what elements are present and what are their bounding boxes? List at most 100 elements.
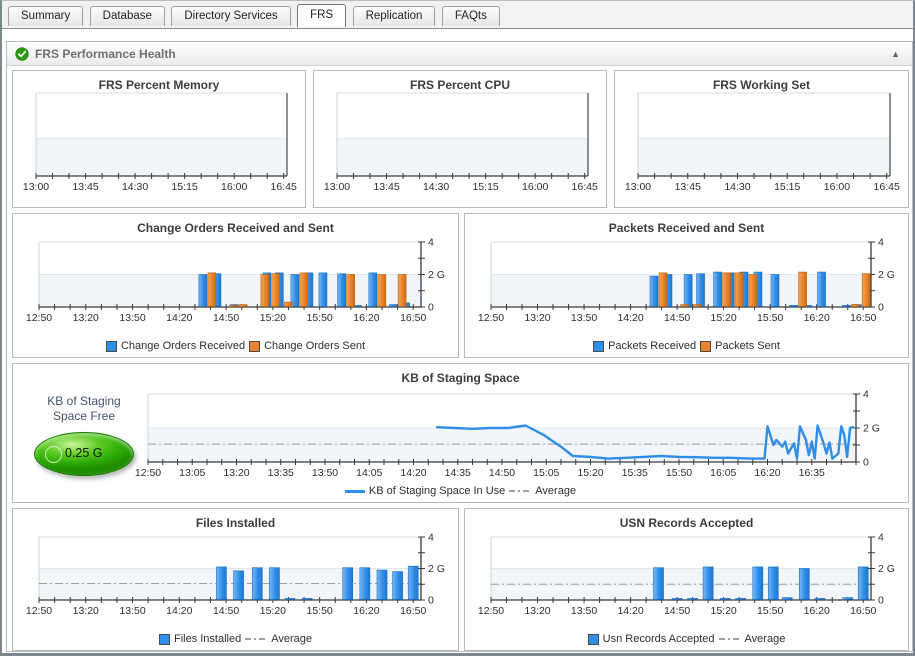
tab-replication[interactable]: Replication: [352, 6, 436, 26]
legend-swatch-box-icon: [700, 340, 712, 352]
chart-panel-staging-space: KB of Staging Space KB of Staging Space …: [12, 363, 909, 503]
svg-text:2 G: 2 G: [428, 269, 445, 281]
svg-text:16:20: 16:20: [353, 605, 379, 617]
svg-text:16:45: 16:45: [572, 181, 598, 193]
legend-item: Packets Received: [593, 340, 696, 352]
frs-performance-health-panel: FRS Performance Health ▲ FRS Percent Mem…: [6, 41, 913, 652]
usn-records-chart[interactable]: 12:50 13:20 13:50 14:20 14:50 15:20 15:50 16:20…: [465, 509, 908, 650]
svg-text:13:00: 13:00: [23, 181, 49, 193]
legend-item: Average: [718, 633, 785, 645]
svg-text:2 G: 2 G: [878, 563, 895, 575]
section-title: FRS Performance Health: [35, 46, 176, 61]
svg-text:13:00: 13:00: [324, 181, 350, 193]
svg-text:15:15: 15:15: [171, 181, 197, 193]
chart-title: Packets Received and Sent: [608, 221, 765, 235]
svg-text:16:05: 16:05: [710, 467, 736, 479]
legend-swatch-dashdot-icon: [245, 638, 268, 640]
legend-item: Average: [245, 633, 312, 645]
chart-panel-frs-working-set: FRS Working Set 13:00 13:45 14:30 15:15 16:0…: [614, 70, 909, 208]
chart-panel-packets: Packets Received and Sent 12:50 13:20 13:5…: [464, 213, 909, 358]
frs-percent-memory-chart[interactable]: 13:00 13:45 14:30 15:15 16:00 16:45: [13, 71, 305, 207]
svg-text:15:20: 15:20: [577, 467, 603, 479]
svg-text:14:50: 14:50: [664, 605, 690, 617]
legend-label: KB of Staging Space In Use: [368, 485, 506, 497]
svg-text:16:45: 16:45: [874, 181, 900, 193]
chart-legend: KB of Staging Space In Use Average: [13, 485, 908, 497]
legend-swatch-dashdot-icon: [718, 638, 741, 640]
svg-text:14:35: 14:35: [445, 467, 471, 479]
svg-text:15:50: 15:50: [307, 605, 333, 617]
legend-swatch-box-icon: [158, 633, 170, 645]
chart-title: KB of Staging Space: [401, 371, 520, 385]
svg-text:14:50: 14:50: [213, 312, 239, 324]
svg-text:13:50: 13:50: [312, 467, 338, 479]
chart-title: FRS Percent Memory: [98, 78, 220, 92]
gauge-label: KB of Staging Space Free: [47, 394, 121, 423]
svg-text:16:20: 16:20: [804, 312, 830, 324]
chart-title: Change Orders Received and Sent: [137, 221, 334, 235]
packets-chart[interactable]: 12:50 13:20 13:50 14:20 14:50 15:20 15:50 16:20…: [465, 214, 908, 357]
svg-text:13:20: 13:20: [223, 467, 249, 479]
svg-text:12:50: 12:50: [135, 467, 161, 479]
svg-text:2 G: 2 G: [428, 563, 445, 575]
legend-label: Average: [271, 633, 313, 645]
svg-text:12:50: 12:50: [478, 312, 504, 324]
legend-label: Usn Records Accepted: [602, 633, 715, 645]
svg-text:16:50: 16:50: [850, 312, 876, 324]
staging-space-free-gauge[interactable]: KB of Staging Space Free 0.25 G: [23, 394, 145, 476]
legend-swatch-box-icon: [249, 340, 261, 352]
svg-text:14:20: 14:20: [617, 605, 643, 617]
staging-space-chart[interactable]: 12:50 13:05 13:20 13:35 13:50 14:05 14:20 14:35…: [13, 364, 908, 502]
svg-text:14:30: 14:30: [122, 181, 148, 193]
svg-text:13:45: 13:45: [72, 181, 98, 193]
svg-text:14:30: 14:30: [724, 181, 750, 193]
change-orders-chart[interactable]: 12:50 13:20 13:50 14:20 14:50 15:20 15:50 16:20…: [13, 214, 458, 357]
tab-frs[interactable]: FRS: [297, 4, 347, 27]
section-header[interactable]: FRS Performance Health ▲: [7, 42, 912, 66]
svg-text:14:50: 14:50: [489, 467, 515, 479]
svg-text:14:30: 14:30: [423, 181, 449, 193]
svg-text:15:20: 15:20: [711, 312, 737, 324]
svg-text:15:50: 15:50: [666, 467, 692, 479]
chart-panel-usn-records: USN Records Accepted 12:50 13:20 13:50 14:2…: [464, 508, 909, 651]
svg-text:16:20: 16:20: [754, 467, 780, 479]
svg-text:13:00: 13:00: [625, 181, 651, 193]
svg-text:16:00: 16:00: [522, 181, 548, 193]
legend-label: Files Installed: [173, 633, 242, 645]
tab-database[interactable]: Database: [89, 6, 165, 26]
svg-text:16:50: 16:50: [850, 605, 876, 617]
svg-text:15:35: 15:35: [622, 467, 648, 479]
tab-faqts[interactable]: FAQts: [441, 6, 500, 26]
chart-legend: Packets Received Packets Sent: [465, 340, 908, 352]
frs-percent-cpu-chart[interactable]: 13:00 13:45 14:30 15:15 16:00 16:45: [314, 71, 606, 207]
legend-item: KB of Staging Space In Use: [344, 485, 506, 497]
svg-text:4: 4: [863, 389, 869, 401]
files-installed-chart[interactable]: 12:50 13:20 13:50 14:20 14:50 15:20 15:50 16:20…: [13, 509, 458, 650]
chart-title: FRS Working Set: [712, 78, 811, 92]
svg-text:15:15: 15:15: [472, 181, 498, 193]
chart-legend: Change Orders Received Change Orders Sent: [13, 340, 458, 352]
legend-label: Average: [535, 485, 577, 497]
svg-text:14:20: 14:20: [400, 467, 426, 479]
frs-working-set-chart[interactable]: 13:00 13:45 14:30 15:15 16:00 16:45: [615, 71, 908, 207]
tab-summary[interactable]: Summary: [8, 6, 84, 26]
svg-text:15:05: 15:05: [533, 467, 559, 479]
svg-text:13:35: 13:35: [268, 467, 294, 479]
svg-text:15:20: 15:20: [260, 605, 286, 617]
svg-text:4: 4: [428, 532, 434, 544]
svg-text:14:20: 14:20: [617, 312, 643, 324]
gauge-indicator-dot: [45, 446, 62, 463]
tab-directory-services[interactable]: Directory Services: [171, 6, 291, 26]
svg-text:16:35: 16:35: [799, 467, 825, 479]
legend-label: Packets Sent: [715, 340, 780, 352]
collapse-icon[interactable]: ▲: [891, 48, 900, 59]
svg-text:0: 0: [428, 302, 434, 314]
svg-text:0: 0: [428, 595, 434, 607]
svg-text:16:00: 16:00: [221, 181, 247, 193]
chart-legend: Usn Records Accepted Average: [465, 633, 908, 645]
svg-text:12:50: 12:50: [478, 605, 504, 617]
svg-text:13:45: 13:45: [373, 181, 399, 193]
gauge-oval[interactable]: 0.25 G: [34, 432, 134, 476]
chart-panel-change-orders: Change Orders Received and Sent 12:50 13:…: [12, 213, 459, 358]
